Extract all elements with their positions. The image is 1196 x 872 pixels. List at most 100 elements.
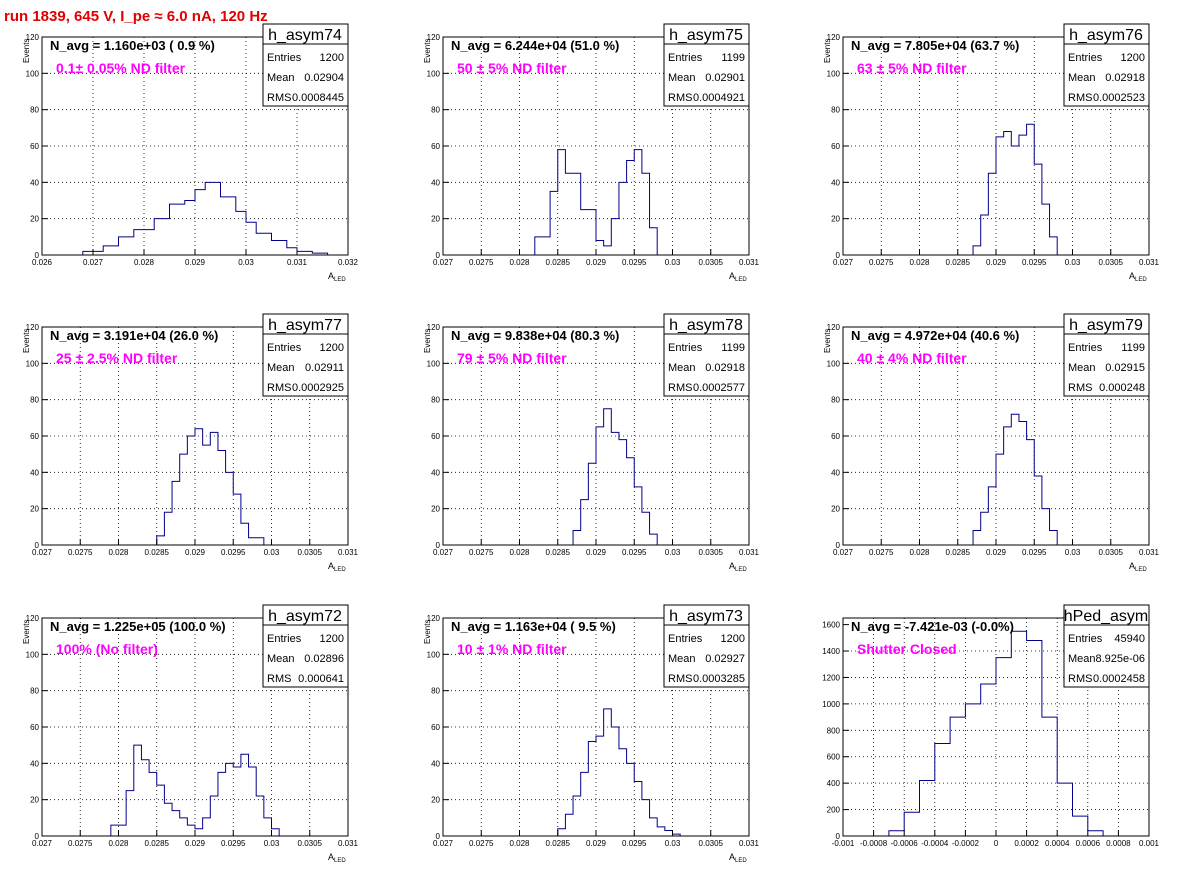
stats-value: 0.02915 — [1105, 362, 1145, 374]
histogram-panel-h_asym79: 0.027 0.0275 0.028 0.0285 0.029 0.0295 0.03 0.0… — [823, 313, 1160, 573]
histogram-panel-h_asym78: 0.027 0.0275 0.028 0.0285 0.029 0.0295 0.03 0.0… — [423, 313, 760, 573]
y-tick-label: 20 — [431, 215, 440, 224]
stats-value: 0.02896 — [304, 653, 344, 665]
filter-annotation: 10 ± 1% ND filter — [457, 641, 567, 657]
stats-label: Mean — [267, 653, 295, 665]
x-tick-label: 0.026 — [32, 258, 53, 267]
x-tick-label: 0.0305 — [699, 258, 724, 267]
stats-title: h_asym74 — [268, 27, 342, 44]
y-tick-label: 60 — [831, 142, 840, 151]
y-axis-label: Events — [423, 620, 432, 644]
stats-value: 1199 — [1121, 342, 1145, 354]
stats-title: h_asym72 — [268, 608, 342, 625]
x-tick-label: 0.0275 — [869, 548, 894, 557]
histogram-panel-h_asym72: 0.027 0.0275 0.028 0.0285 0.029 0.0295 0.03 0.0… — [22, 604, 359, 864]
x-tick-label: 0.027 — [433, 548, 454, 557]
x-tick-label: 0.029 — [586, 839, 607, 848]
stats-value: 0.02927 — [705, 653, 745, 665]
y-tick-label: 120 — [427, 33, 441, 42]
y-tick-label: 0 — [436, 832, 441, 841]
y-tick-label: 0 — [436, 251, 441, 260]
y-tick-label: 100 — [827, 69, 841, 78]
filter-annotation: 0.1± 0.05% ND filter — [56, 60, 186, 76]
filter-annotation: 40 ± 4% ND filter — [857, 350, 967, 366]
stats-value: 1200 — [1121, 52, 1145, 64]
y-axis-label: Events — [423, 39, 432, 63]
y-tick-label: 40 — [831, 178, 840, 187]
stats-label: RMS — [668, 92, 692, 104]
y-tick-label: 20 — [431, 505, 440, 514]
y-tick-label: 120 — [427, 323, 441, 332]
x-tick-label: 0.03 — [665, 839, 681, 848]
x-tick-label: 0.0008 — [1106, 839, 1131, 848]
x-tick-label: 0.0004 — [1045, 839, 1070, 848]
stats-label: Mean — [668, 362, 696, 374]
stats-box — [262, 333, 349, 397]
x-tick-label: 0.0305 — [1099, 258, 1124, 267]
y-tick-label: 60 — [30, 723, 39, 732]
y-axis-label: Events — [823, 329, 832, 353]
stats-label: Entries — [668, 52, 703, 64]
y-tick-label: 20 — [831, 215, 840, 224]
y-tick-label: 120 — [26, 614, 40, 623]
y-tick-label: 60 — [431, 432, 440, 441]
histogram-series-h_asym73 — [550, 708, 681, 837]
stats-value: 45940 — [1114, 633, 1145, 645]
histogram-header: N_avg = 3.191e+04 (26.0 %) — [50, 328, 218, 343]
y-tick-label: 60 — [30, 432, 39, 441]
x-tick-label: 0.0006 — [1076, 839, 1101, 848]
x-tick-label: -0.001 — [832, 839, 855, 848]
x-axis-label: ALED — [729, 561, 747, 573]
x-tick-label: -0.0008 — [860, 839, 888, 848]
y-tick-label: 100 — [26, 359, 40, 368]
y-tick-label: 100 — [427, 69, 441, 78]
y-tick-label: 0 — [35, 832, 40, 841]
y-tick-label: 20 — [831, 505, 840, 514]
y-tick-label: 80 — [30, 687, 39, 696]
y-tick-label: 100 — [427, 359, 441, 368]
y-tick-label: 20 — [431, 796, 440, 805]
x-tick-label: 0.027 — [433, 258, 454, 267]
y-tick-label: 60 — [831, 432, 840, 441]
stats-label: RMS — [1068, 92, 1092, 104]
filter-annotation: 63 ± 5% ND filter — [857, 60, 967, 76]
y-tick-label: 120 — [26, 323, 40, 332]
stats-value: 0.0008445 — [292, 92, 344, 104]
x-tick-label: 0.031 — [1139, 258, 1160, 267]
stats-value: 1200 — [320, 52, 344, 64]
stats-value: 1199 — [721, 342, 745, 354]
y-tick-label: 80 — [431, 687, 440, 696]
x-tick-label: 0.029 — [185, 258, 206, 267]
stats-value: 1200 — [320, 342, 344, 354]
x-tick-label: 0.0275 — [469, 839, 494, 848]
x-tick-label: 0.03 — [238, 258, 254, 267]
x-tick-label: 0.029 — [185, 839, 206, 848]
stats-box — [1063, 43, 1150, 107]
x-tick-label: 0.027 — [833, 258, 854, 267]
stats-value: 0.000248 — [1099, 382, 1145, 394]
y-tick-label: 120 — [427, 614, 441, 623]
histogram-series-h_asym74 — [67, 181, 329, 256]
y-tick-label: 40 — [431, 759, 440, 768]
y-tick-label: 60 — [431, 723, 440, 732]
x-tick-label: 0.0285 — [546, 258, 571, 267]
x-tick-label: -0.0002 — [952, 839, 980, 848]
stats-label: Entries — [1068, 342, 1103, 354]
stats-label: Mean — [668, 653, 696, 665]
x-tick-label: 0.027 — [32, 548, 53, 557]
x-tick-label: 0.031 — [739, 258, 760, 267]
stats-label: Entries — [267, 633, 302, 645]
stats-label: Mean — [267, 362, 295, 374]
y-tick-label: 0 — [836, 541, 841, 550]
stats-label: RMS — [267, 673, 291, 685]
filter-annotation: 100% (No filter) — [56, 641, 158, 657]
y-tick-label: 400 — [827, 779, 841, 788]
x-tick-label: 0.0285 — [145, 548, 170, 557]
stats-value: 1200 — [320, 633, 344, 645]
histogram-panel-h_asym77: 0.027 0.0275 0.028 0.0285 0.029 0.0295 0.03 0.0… — [22, 313, 359, 573]
y-tick-label: 1400 — [822, 647, 840, 656]
x-tick-label: 0.0285 — [546, 548, 571, 557]
filter-annotation: Shutter Closed — [857, 641, 957, 657]
histogram-series-h_asym75 — [519, 149, 658, 256]
